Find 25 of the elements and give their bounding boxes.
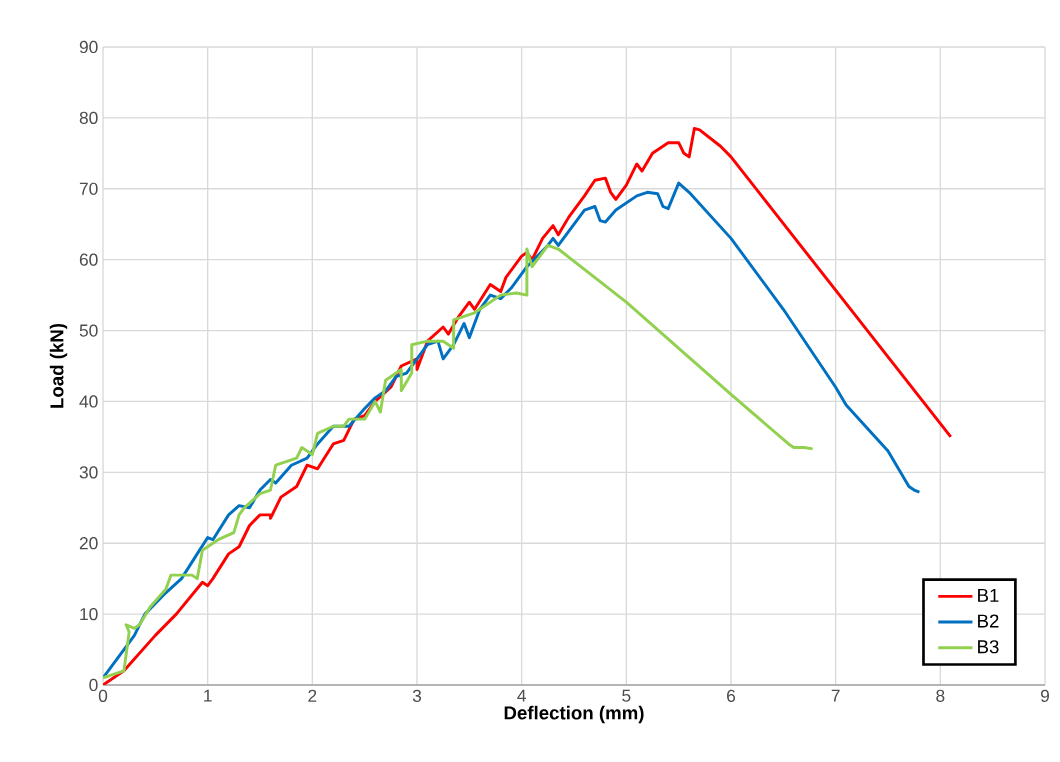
y-axis-title: Load (kN) (49, 323, 68, 408)
y-tick-label: 50 (79, 324, 98, 337)
y-tick-label: 20 (79, 537, 98, 550)
legend-label: B3 (978, 640, 999, 654)
legend-label: B2 (978, 614, 999, 628)
y-tick-label: 10 (80, 607, 98, 621)
x-tick-label: 9 (1040, 689, 1049, 702)
x-tick-label: 2 (308, 689, 317, 702)
x-tick-label: 5 (622, 689, 631, 702)
y-tick-label: 40 (79, 395, 98, 408)
y-tick-label: 0 (89, 678, 98, 692)
y-tick-label: 80 (79, 111, 98, 125)
x-tick-label: 8 (936, 689, 945, 702)
y-tick-label: 30 (79, 466, 98, 479)
x-tick-label: 0 (98, 689, 108, 702)
y-tick-label: 90 (79, 40, 98, 54)
x-tick-label: 4 (517, 689, 526, 702)
x-tick-label: 7 (831, 689, 840, 702)
x-tick-label: 6 (727, 689, 736, 702)
legend-label: B1 (978, 588, 999, 602)
y-tick-label: 70 (79, 182, 98, 195)
x-tick-label: 1 (204, 689, 212, 702)
x-tick-label: 3 (412, 689, 422, 702)
x-axis-title: Deflection (mm) (504, 705, 644, 724)
y-tick-label: 60 (79, 253, 98, 266)
